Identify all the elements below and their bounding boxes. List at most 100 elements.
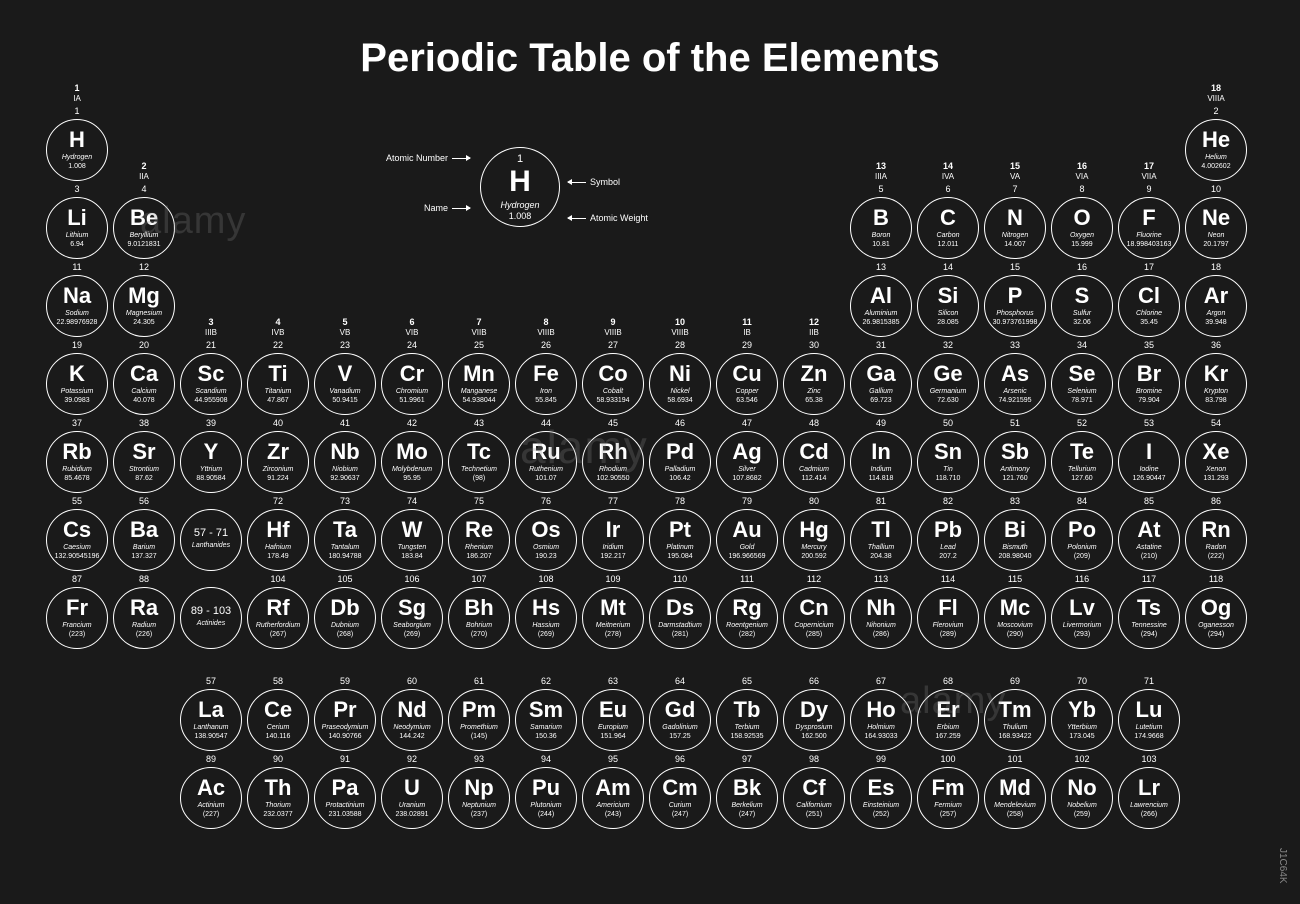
atomic-weight: 30.973761998 xyxy=(993,319,1038,326)
atomic-weight: (252) xyxy=(873,811,889,818)
element-symbol: Am xyxy=(595,777,630,799)
atomic-number: 97 xyxy=(717,754,777,764)
element-cell: 105DbDubnium(268) xyxy=(314,587,376,649)
atomic-number: 32 xyxy=(918,340,978,350)
atomic-weight: 4.002602 xyxy=(1201,163,1230,170)
atomic-weight: 12.011 xyxy=(938,241,959,248)
element-name: Manganese xyxy=(461,388,498,395)
atomic-number: 9 xyxy=(1119,184,1179,194)
atomic-weight: 22.98976928 xyxy=(57,319,98,326)
atomic-number: 38 xyxy=(114,418,174,428)
element-symbol: Sm xyxy=(529,699,563,721)
atomic-weight: 231.03588 xyxy=(328,811,361,818)
element-name: Seaborgium xyxy=(393,622,431,629)
atomic-weight: 137.327 xyxy=(131,553,156,560)
element-cell: 87FrFrancium(223) xyxy=(46,587,108,649)
element-symbol: Ti xyxy=(268,363,287,385)
element-cell: 24CrChromium51.9961 xyxy=(381,353,443,415)
element-cell: 19KPotassium39.0983 xyxy=(46,353,108,415)
element-name: Oganesson xyxy=(1198,622,1234,629)
atomic-number: 87 xyxy=(47,574,107,584)
atomic-number: 76 xyxy=(516,496,576,506)
element-cell: 116LvLivermorium(293) xyxy=(1051,587,1113,649)
element-symbol: Nb xyxy=(330,441,359,463)
element-name: Moscovium xyxy=(997,622,1032,629)
atomic-number: 101 xyxy=(985,754,1045,764)
atomic-weight: 72.630 xyxy=(937,397,958,404)
element-symbol: Md xyxy=(999,777,1031,799)
atomic-weight: 18.998403163 xyxy=(1127,241,1172,248)
atomic-weight: 24.305 xyxy=(133,319,154,326)
atomic-number: 81 xyxy=(851,496,911,506)
atomic-number: 63 xyxy=(583,676,643,686)
element-name: Bromine xyxy=(1136,388,1162,395)
element-cell: 83BiBismuth208.98040 xyxy=(984,509,1046,571)
element-symbol: Ne xyxy=(1202,207,1230,229)
atomic-number: 98 xyxy=(784,754,844,764)
atomic-number: 71 xyxy=(1119,676,1179,686)
element-symbol: Fl xyxy=(938,597,958,619)
atomic-number: 113 xyxy=(851,574,911,584)
element-name: Copper xyxy=(736,388,759,395)
atomic-weight: 232.0377 xyxy=(263,811,292,818)
element-cell: 1HHydrogen1.008 xyxy=(46,119,108,181)
atomic-weight: 32.06 xyxy=(1073,319,1091,326)
element-symbol: Sc xyxy=(198,363,225,385)
element-cell: 74WTungsten183.84 xyxy=(381,509,443,571)
element-symbol: W xyxy=(402,519,423,541)
atomic-number: 92 xyxy=(382,754,442,764)
element-cell: 57LaLanthanum138.90547 xyxy=(180,689,242,751)
atomic-weight: (222) xyxy=(1208,553,1224,560)
element-symbol: Tb xyxy=(734,699,761,721)
element-symbol: 89 - 103 xyxy=(191,606,231,617)
element-name: Plutonium xyxy=(530,802,561,809)
element-symbol: S xyxy=(1075,285,1090,307)
atomic-number: 100 xyxy=(918,754,978,764)
atomic-weight: (290) xyxy=(1007,631,1023,638)
element-symbol: Tc xyxy=(467,441,491,463)
legend-label: Symbol xyxy=(568,177,668,187)
element-symbol: Li xyxy=(67,207,87,229)
atomic-weight: 51.9961 xyxy=(399,397,424,404)
element-name: Europium xyxy=(598,724,628,731)
atomic-number: 114 xyxy=(918,574,978,584)
atomic-weight: (145) xyxy=(471,733,487,740)
element-name: Actinides xyxy=(197,620,225,627)
element-cell: 6CCarbon12.011 xyxy=(917,197,979,259)
atomic-weight: 35.45 xyxy=(1140,319,1158,326)
element-symbol: H xyxy=(69,129,85,151)
element-name: Rhenium xyxy=(465,544,493,551)
element-name: Aluminium xyxy=(865,310,898,317)
element-name: Dubnium xyxy=(331,622,359,629)
atomic-number: 60 xyxy=(382,676,442,686)
atomic-number: 103 xyxy=(1119,754,1179,764)
atomic-number: 109 xyxy=(583,574,643,584)
element-symbol: Zr xyxy=(267,441,289,463)
atomic-weight: 121.760 xyxy=(1002,475,1027,482)
atomic-number: 33 xyxy=(985,340,1045,350)
element-cell: 108HsHassium(269) xyxy=(515,587,577,649)
element-cell: 5BBoron10.81 xyxy=(850,197,912,259)
element-name: Oxygen xyxy=(1070,232,1094,239)
atomic-weight: 138.90547 xyxy=(194,733,227,740)
atomic-number: 96 xyxy=(650,754,710,764)
element-name: Vanadium xyxy=(329,388,360,395)
element-cell: 22TiTitanium47.867 xyxy=(247,353,309,415)
atomic-weight: 183.84 xyxy=(401,553,422,560)
element-name: Sodium xyxy=(65,310,89,317)
atomic-weight: 192.217 xyxy=(600,553,625,560)
atomic-number: 15 xyxy=(985,262,1045,272)
atomic-weight: 87.62 xyxy=(135,475,153,482)
atomic-number: 16 xyxy=(1052,262,1112,272)
element-symbol: I xyxy=(1146,441,1152,463)
atomic-number: 42 xyxy=(382,418,442,428)
atomic-weight: 58.6934 xyxy=(667,397,692,404)
element-cell: 72HfHafnium178.49 xyxy=(247,509,309,571)
atomic-number: 115 xyxy=(985,574,1045,584)
element-name: Fermium xyxy=(934,802,962,809)
atomic-weight: 26.9815385 xyxy=(863,319,900,326)
atomic-weight: 150.36 xyxy=(535,733,556,740)
element-symbol: Es xyxy=(868,777,895,799)
atomic-weight: 91.224 xyxy=(267,475,288,482)
atomic-weight: 6.94 xyxy=(70,241,84,248)
